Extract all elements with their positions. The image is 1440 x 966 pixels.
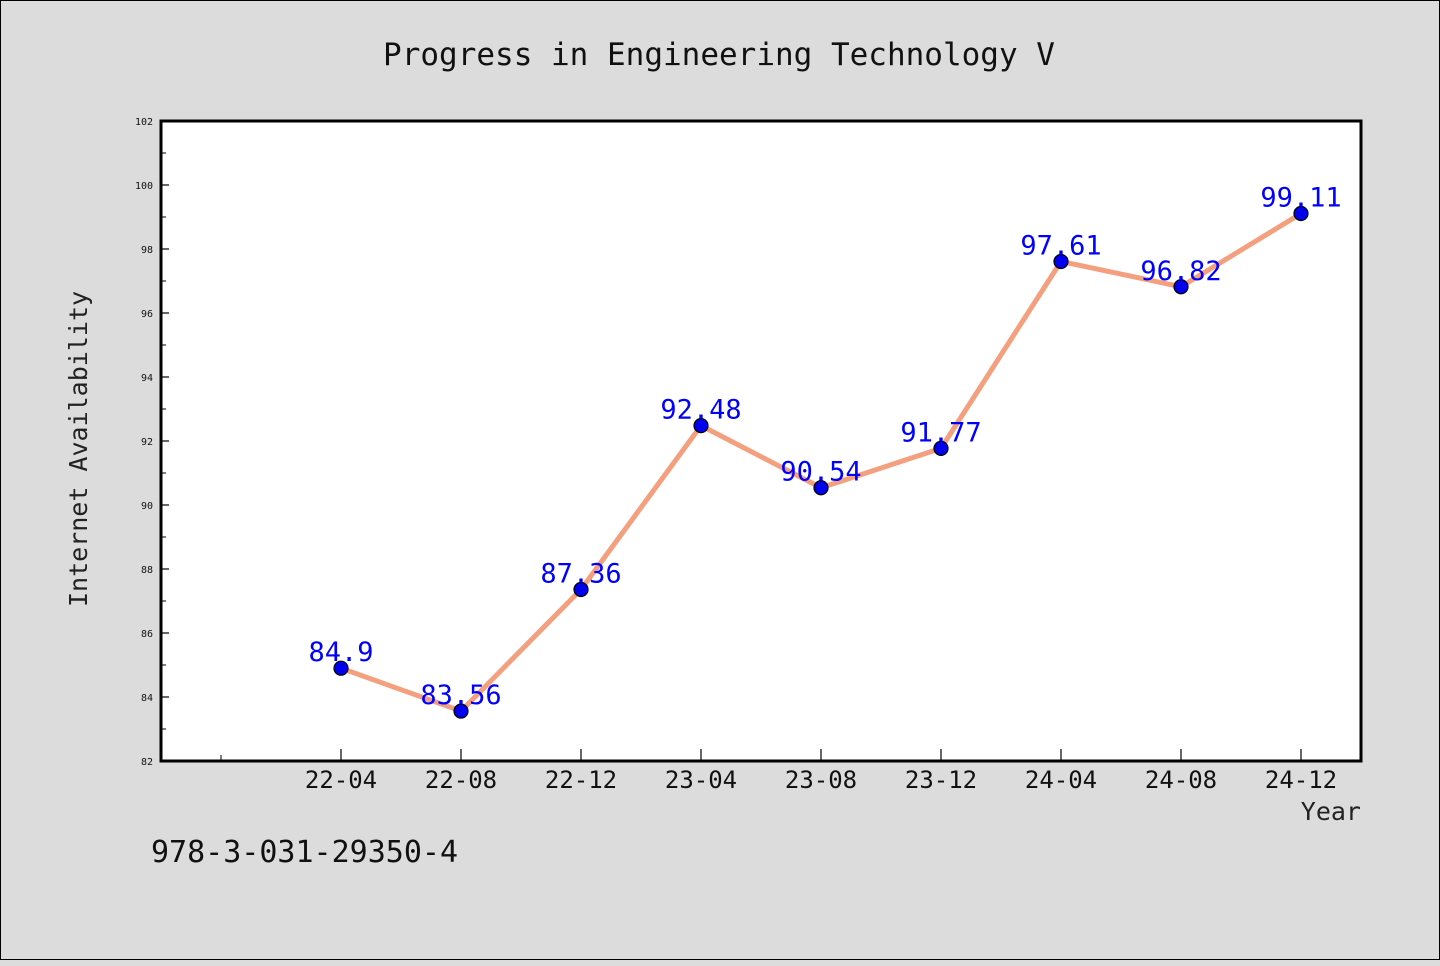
x-tick-label: 23-04: [665, 766, 737, 794]
data-label: 99.11: [1260, 182, 1341, 213]
data-label: 84.9: [308, 637, 373, 668]
x-tick-label: 22-12: [545, 766, 617, 794]
y-axis-label: Internet Availability: [64, 291, 93, 607]
y-tick-label: 84: [141, 693, 153, 704]
x-tick-label: 24-04: [1025, 766, 1097, 794]
data-point: [573, 581, 589, 598]
data-point: [333, 660, 349, 676]
x-tick-label: 22-04: [305, 766, 377, 794]
data-label: 91.77: [900, 417, 981, 448]
data-point: [1173, 279, 1189, 295]
series-layer: [333, 205, 1309, 719]
data-label: 83.56: [420, 680, 501, 711]
y-tick-label: 82: [141, 757, 153, 768]
x-axis-label: Year: [1301, 797, 1361, 826]
isbn-code: 978-3-031-29350-4: [151, 835, 459, 870]
plot-frame: [159, 119, 1363, 763]
y-tick-label: 88: [141, 565, 153, 576]
data-point: [1293, 205, 1309, 222]
data-label: 96.82: [1140, 256, 1221, 287]
y-tick-label: 102: [135, 117, 153, 128]
data-label: 90.54: [780, 457, 861, 488]
data-label: 87.36: [540, 558, 621, 589]
y-tick-label: 90: [141, 501, 153, 512]
y-tick-label: 86: [141, 629, 153, 640]
data-point: [933, 440, 949, 456]
data-label: 92.48: [660, 395, 741, 426]
data-label-layer: 84.9 83.56 87.36 92.48 90.54 91.77 97.61 96.82 9…: [308, 182, 1341, 711]
x-tick-label: 22-08: [425, 766, 497, 794]
y-tick-label: 94: [141, 373, 153, 384]
x-tick-label: 24-12: [1265, 766, 1337, 794]
data-point: [693, 418, 709, 434]
chart-title: Progress in Engineering Technology V: [383, 37, 1055, 73]
y-tick-label: 96: [141, 309, 153, 320]
y-tick-label: 100: [135, 181, 153, 192]
x-tick-label: 24-08: [1145, 766, 1217, 794]
data-label: 97.61: [1020, 230, 1101, 261]
data-point: [1053, 253, 1069, 270]
y-tick-label: 92: [141, 437, 153, 448]
x-axis-ticks: 22-04 22-08 22-12 23-04 23-08 23-12 24-04 24-08…: [220, 749, 1337, 794]
plot-area: [161, 121, 1361, 761]
x-tick-label: 23-08: [785, 766, 857, 794]
y-tick-label: 98: [141, 245, 153, 256]
data-point: [813, 480, 829, 496]
data-point: [453, 703, 469, 719]
x-tick-label: 23-12: [905, 766, 977, 794]
